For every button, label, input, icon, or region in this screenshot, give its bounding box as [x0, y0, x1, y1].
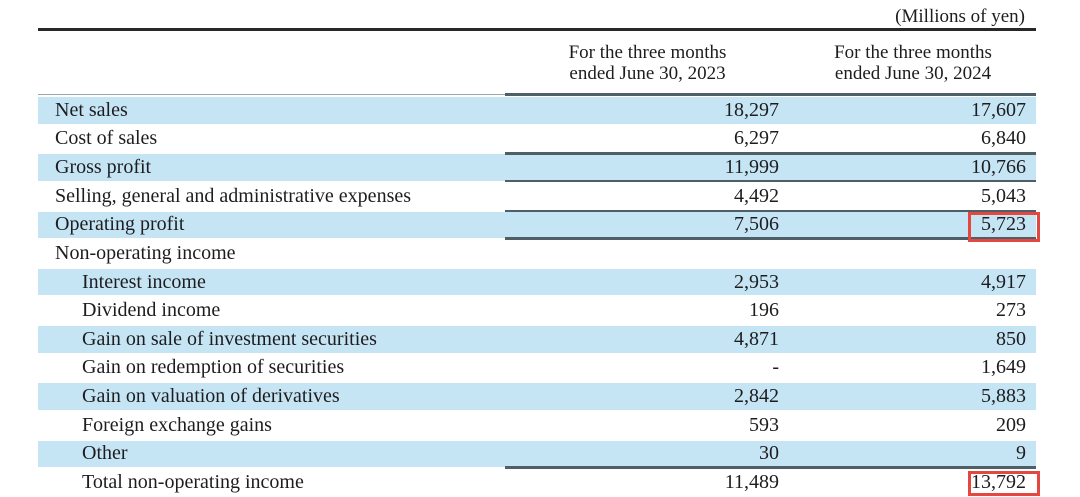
- column-header-2024-line2: ended June 30, 2024: [834, 62, 992, 84]
- row-label: Total non-operating income: [82, 470, 304, 493]
- table-row-foreign-exchange-gains: Foreign exchange gains 593 209: [38, 411, 1036, 440]
- value-2023: 11,489: [724, 470, 779, 493]
- row-label: Gain on sale of investment securities: [82, 327, 377, 350]
- value-2024: 13,792: [971, 470, 1026, 493]
- column-header-2023: For the three months ended June 30, 2023: [505, 42, 790, 84]
- row-label: Non-operating income: [55, 241, 236, 264]
- value-2024: 850: [996, 327, 1026, 350]
- row-label: Cost of sales: [55, 127, 158, 150]
- value-2023: 11,999: [724, 156, 779, 179]
- row-label: Gain on valuation of derivatives: [82, 385, 340, 408]
- table-row-gain-valuation-derivatives: Gain on valuation of derivatives 2,842 5…: [38, 382, 1036, 411]
- value-2024: 6,840: [981, 127, 1026, 150]
- table-row-gain-sale-investment-securities: Gain on sale of investment securities 4,…: [38, 325, 1036, 354]
- value-2023: 2,953: [734, 270, 779, 293]
- value-2024: 4,917: [981, 270, 1026, 293]
- income-statement-table: (Millions of yen) For the three months e…: [38, 0, 1040, 497]
- column-header-2023-line1: For the three months: [568, 42, 727, 63]
- value-2024: 17,607: [971, 98, 1026, 121]
- value-2024: 5,043: [981, 184, 1026, 207]
- unit-note: (Millions of yen): [895, 6, 1025, 27]
- value-2023: 30: [759, 442, 779, 465]
- table-row-non-operating-income-header: Non-operating income: [38, 239, 1036, 268]
- value-2024: 5,723: [981, 213, 1026, 236]
- value-2024: 5,883: [981, 385, 1026, 408]
- row-label: Interest income: [82, 270, 206, 293]
- value-2024: 1,649: [981, 356, 1026, 379]
- table-row-gain-redemption-securities: Gain on redemption of securities - 1,649: [38, 354, 1036, 383]
- value-2023: 593: [749, 413, 779, 436]
- column-header-2024-line1: For the three months: [834, 42, 992, 63]
- value-2024: 9: [1016, 442, 1026, 465]
- value-2024: 273: [996, 299, 1026, 322]
- table-row-interest-income: Interest income 2,953 4,917: [38, 267, 1036, 297]
- value-2023: 4,871: [734, 327, 779, 350]
- table-row-total-non-operating-income: Total non-operating income 11,489 13,792: [38, 468, 1036, 497]
- table-row-net-sales: Net sales 18,297 17,607: [38, 96, 1036, 125]
- header-spacer: [38, 43, 505, 84]
- row-label: Selling, general and administrative expe…: [55, 184, 412, 207]
- row-label: Net sales: [55, 98, 128, 121]
- column-header-2024: For the three months ended June 30, 2024: [790, 42, 1036, 84]
- value-2023: 18,297: [724, 98, 779, 121]
- row-label: Gain on redemption of securities: [82, 356, 345, 379]
- value-2024: 10,766: [971, 156, 1026, 179]
- highlight-box-total-non-operating-income-2024: [968, 471, 1040, 496]
- value-2023: 2,842: [734, 385, 779, 408]
- table-body: Net sales 18,297 17,607 Cost of sales 6,…: [38, 96, 1036, 497]
- row-label: Gross profit: [55, 156, 152, 179]
- row-label: Foreign exchange gains: [82, 413, 272, 436]
- column-header-row: For the three months ended June 30, 2023…: [38, 42, 1036, 84]
- table-row-cost-of-sales: Cost of sales 6,297 6,840: [38, 125, 1036, 155]
- value-2023: 6,297: [734, 127, 779, 150]
- column-header-2023-line2: ended June 30, 2023: [569, 62, 726, 84]
- value-2023: -: [772, 356, 779, 379]
- table-row-operating-profit: Operating profit 7,506 5,723: [38, 210, 1036, 240]
- top-divider: [38, 28, 1036, 31]
- table-row-other: Other 30 9: [38, 439, 1036, 469]
- table-row-sga-expenses: Selling, general and administrative expe…: [38, 182, 1036, 212]
- row-label: Other: [82, 442, 128, 465]
- row-label: Dividend income: [82, 299, 221, 322]
- value-2024: 209: [996, 413, 1026, 436]
- header-divider-dark: [505, 93, 1036, 96]
- highlight-box-operating-profit-2024: [968, 212, 1040, 242]
- value-2023: 7,506: [734, 213, 779, 236]
- value-2023: 4,492: [734, 184, 779, 207]
- table-row-gross-profit: Gross profit 11,999 10,766: [38, 153, 1036, 182]
- value-2023: 196: [749, 299, 779, 322]
- row-label: Operating profit: [55, 213, 185, 236]
- table-row-dividend-income: Dividend income 196 273: [38, 296, 1036, 325]
